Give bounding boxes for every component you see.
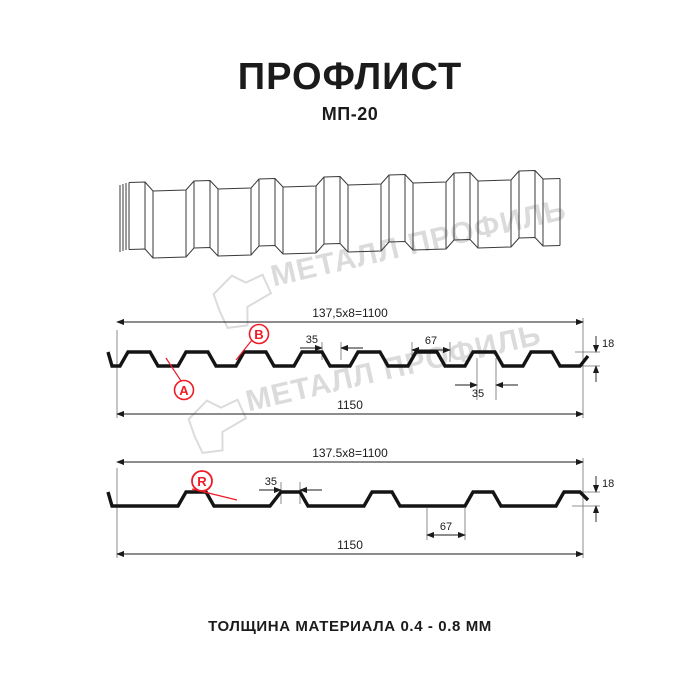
dimension-overall-bottom: 1150 xyxy=(116,398,584,418)
dimension-rib-width-35: 35 xyxy=(259,476,322,494)
dimension-height-18: 18 xyxy=(592,476,614,522)
dimension-label-67: 67 xyxy=(425,335,437,347)
dimension-label-67: 67 xyxy=(440,521,452,533)
watermark-text: МЕТАЛЛ ПРОФИЛЬ xyxy=(243,318,545,418)
metall-profil-polygon-logo xyxy=(187,398,248,454)
profile-top-view: 137,5x8=1100 1150 35 67 35 xyxy=(106,306,614,418)
dimension-label-overall-top: 137,5x8=1100 xyxy=(312,306,388,320)
thickness-note: ТОЛЩИНА МАТЕРИАЛА 0.4 - 0.8 ММ xyxy=(208,618,492,635)
balloon-r-label: R xyxy=(197,474,207,489)
dimension-label-overall-bottom: 1150 xyxy=(337,398,363,412)
balloon-a: A xyxy=(165,357,195,401)
dimension-label-35: 35 xyxy=(265,476,277,488)
dimension-trough-width-67: 67 xyxy=(426,521,466,539)
dimension-overall-top: 137.5x8=1100 xyxy=(116,446,584,466)
dimension-overall-bottom: 1150 xyxy=(116,538,584,558)
profile-bottom-view: 137.5x8=1100 1150 35 67 18 xyxy=(106,446,614,558)
dimension-label-35-upper: 35 xyxy=(306,334,318,346)
dimension-label-35-lower: 35 xyxy=(472,388,484,400)
dimension-label-18: 18 xyxy=(602,338,614,350)
dimension-label-overall-bottom: 1150 xyxy=(337,538,363,552)
watermark-text: МЕТАЛЛ ПРОФИЛЬ xyxy=(268,193,570,293)
balloon-b-label: B xyxy=(254,327,263,342)
dimension-overall-top: 137,5x8=1100 xyxy=(116,306,584,326)
dimension-label-overall-top: 137.5x8=1100 xyxy=(312,446,388,460)
page-title: ПРОФЛИСТ xyxy=(237,56,463,98)
watermark-upper: МЕТАЛЛ ПРОФИЛЬ xyxy=(212,193,570,329)
isometric-corrugated-sheet xyxy=(119,170,561,259)
balloon-b: B xyxy=(235,323,270,361)
dimension-rib-width-35-upper: 35 xyxy=(300,334,363,352)
dimension-rib-width-35-lower: 35 xyxy=(455,381,518,400)
dimension-label-18: 18 xyxy=(602,478,614,490)
page-subtitle: МП-20 xyxy=(321,104,379,124)
profile-top-waveform xyxy=(106,350,590,368)
balloon-a-label: A xyxy=(179,383,189,398)
profile-bottom-waveform xyxy=(106,490,590,508)
watermark-lower: МЕТАЛЛ ПРОФИЛЬ xyxy=(187,318,545,454)
dimension-height-18: 18 xyxy=(592,336,614,382)
dimension-trough-width-67: 67 xyxy=(411,335,451,354)
balloon-r: R xyxy=(191,470,238,501)
